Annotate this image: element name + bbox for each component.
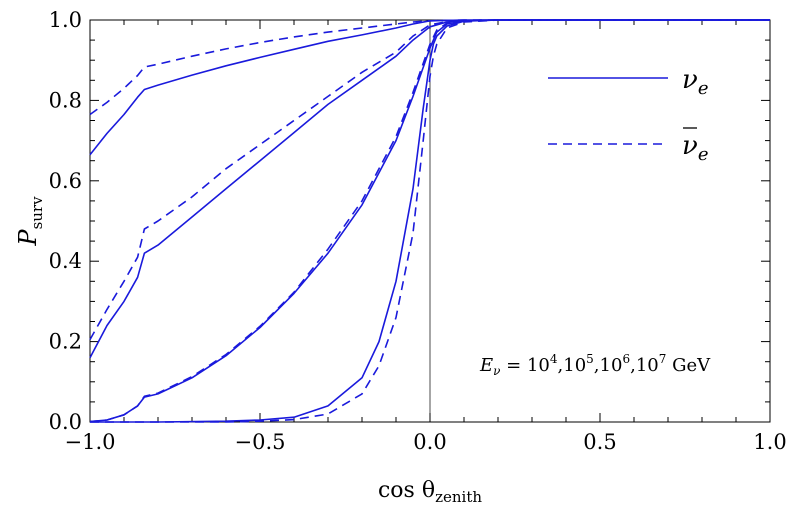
tick-labels: −1.0 −0.5 0.0 0.5 1.0 0.0 0.2 0.4 0.6 0.8 1.0 (49, 8, 787, 454)
y-tick-label: 0.2 (49, 330, 82, 354)
x-tick-label: 0.0 (413, 430, 446, 454)
x-tick-label: −1.0 (65, 430, 116, 454)
y-tick-label: 0.4 (49, 249, 82, 273)
x-axis-label: cos θzenith (378, 478, 482, 506)
x-tick-label: 1.0 (753, 430, 786, 454)
legend-label-anti-nu-e: νe (682, 131, 708, 165)
series-group (89, 19, 770, 423)
antineutrino-curve-7 (90, 19, 770, 423)
x-tick-label: −0.5 (235, 430, 286, 454)
legend-label-nu-e: νe (682, 65, 708, 99)
y-tick-label: 0.6 (49, 169, 82, 193)
axis-ticks (89, 19, 771, 423)
x-tick-label: 0.5 (583, 430, 616, 454)
energy-annotation: Eν = 104,105,106,107 GeV (479, 352, 711, 378)
y-axis-label: Psurv (14, 196, 46, 247)
y-tick-label: 0.8 (49, 88, 82, 112)
legend: νe νe (548, 65, 708, 165)
y-tick-label: 0.0 (49, 410, 82, 434)
y-tick-label: 1.0 (49, 8, 82, 32)
antineutrino-curve-5 (89, 19, 770, 423)
